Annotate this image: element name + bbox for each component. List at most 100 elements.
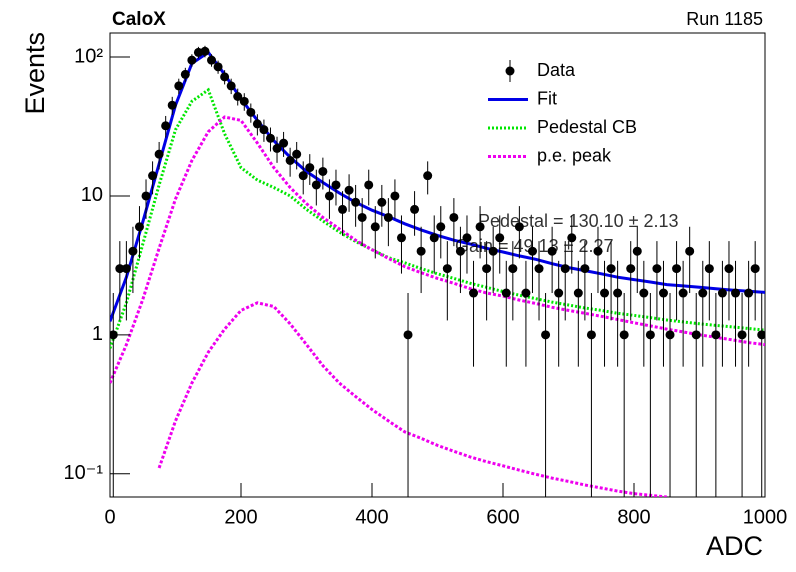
data-point [626,264,636,274]
data-point [370,222,380,232]
data-point [383,212,393,222]
fit-curve [110,87,765,349]
data-point [711,330,721,340]
data-point [265,133,275,143]
data-point [547,246,557,256]
y-tick-label: 1 [92,323,103,345]
x-axis-label: ADC [706,531,763,561]
x-tick-label: 400 [355,506,388,528]
data-point [429,233,439,243]
data-point [560,264,570,274]
data-point [390,191,400,201]
data-point [652,264,662,274]
data-point [311,180,321,190]
data-point [495,233,505,243]
data-point [449,212,459,222]
data-point [508,264,518,274]
data-point [174,81,184,91]
legend-label: Data [537,60,576,80]
data-point [462,233,472,243]
data-point [410,204,420,214]
data-point [436,222,446,232]
data-point [573,288,583,298]
plot-area [110,45,765,497]
data-point [455,246,465,256]
x-tick-label: 1000 [743,506,788,528]
data-point [442,264,452,274]
data-point [613,288,623,298]
legend-label: Fit [537,88,557,108]
data-point [161,121,171,131]
data-point [200,46,210,56]
data-point [475,222,485,232]
data-point [318,166,328,176]
legend-label: Pedestal CB [537,117,637,137]
data-point [357,212,367,222]
data-point [259,125,269,135]
data-point [141,191,151,201]
data-point [246,107,256,117]
y-axis-label: Events [20,32,50,115]
data-point [351,197,361,207]
data-point [338,204,348,214]
data-point [698,288,708,298]
data-point [187,55,197,65]
data-point [541,330,551,340]
data-point [488,246,498,256]
data-point [285,155,295,165]
data-point [514,222,524,232]
data-point [534,264,544,274]
data-point [403,330,413,340]
data-point [252,119,262,129]
data-point [469,288,479,298]
legend-marker [505,66,515,76]
data-point [600,288,610,298]
data-point [213,62,223,72]
fit-parameter: Gain = 49.13 ± 2.27 [455,236,614,256]
data-point [567,233,577,243]
y-tick-label: 10² [74,45,103,67]
data-point [154,149,164,159]
data-point [658,288,668,298]
data-point [606,264,616,274]
x-tick-label: 200 [224,506,257,528]
data-point [226,81,236,91]
run-label: Run 1185 [686,9,763,29]
data-point [121,264,131,274]
data-point [554,288,564,298]
data-point [331,180,341,190]
x-tick-label: 0 [104,506,115,528]
data-point [672,264,682,274]
data-point [167,100,177,110]
data-point [639,288,649,298]
data-point [737,330,747,340]
data-point [233,91,243,101]
data-point [731,288,741,298]
data-point [207,55,217,65]
data-point [134,222,144,232]
fit-curve [110,115,765,384]
data-point [482,264,492,274]
data-point [704,264,714,274]
data-point [279,138,289,148]
data-point [619,330,629,340]
data-point [757,330,765,340]
data-point [744,288,754,298]
y-tick-label: 10⁻¹ [64,462,104,484]
data-point [521,288,531,298]
plot-frame [109,32,766,498]
x-tick-label: 600 [486,506,519,528]
data-point [501,288,511,298]
data-point [416,246,426,256]
data-point [364,180,374,190]
data-point [220,72,230,82]
data-point [691,330,701,340]
y-tick-label: 10 [81,184,103,206]
data-point [678,288,688,298]
data-point [324,191,334,201]
data-point [148,171,158,181]
data-point [645,330,655,340]
data-point [239,96,249,106]
data-point [593,246,603,256]
